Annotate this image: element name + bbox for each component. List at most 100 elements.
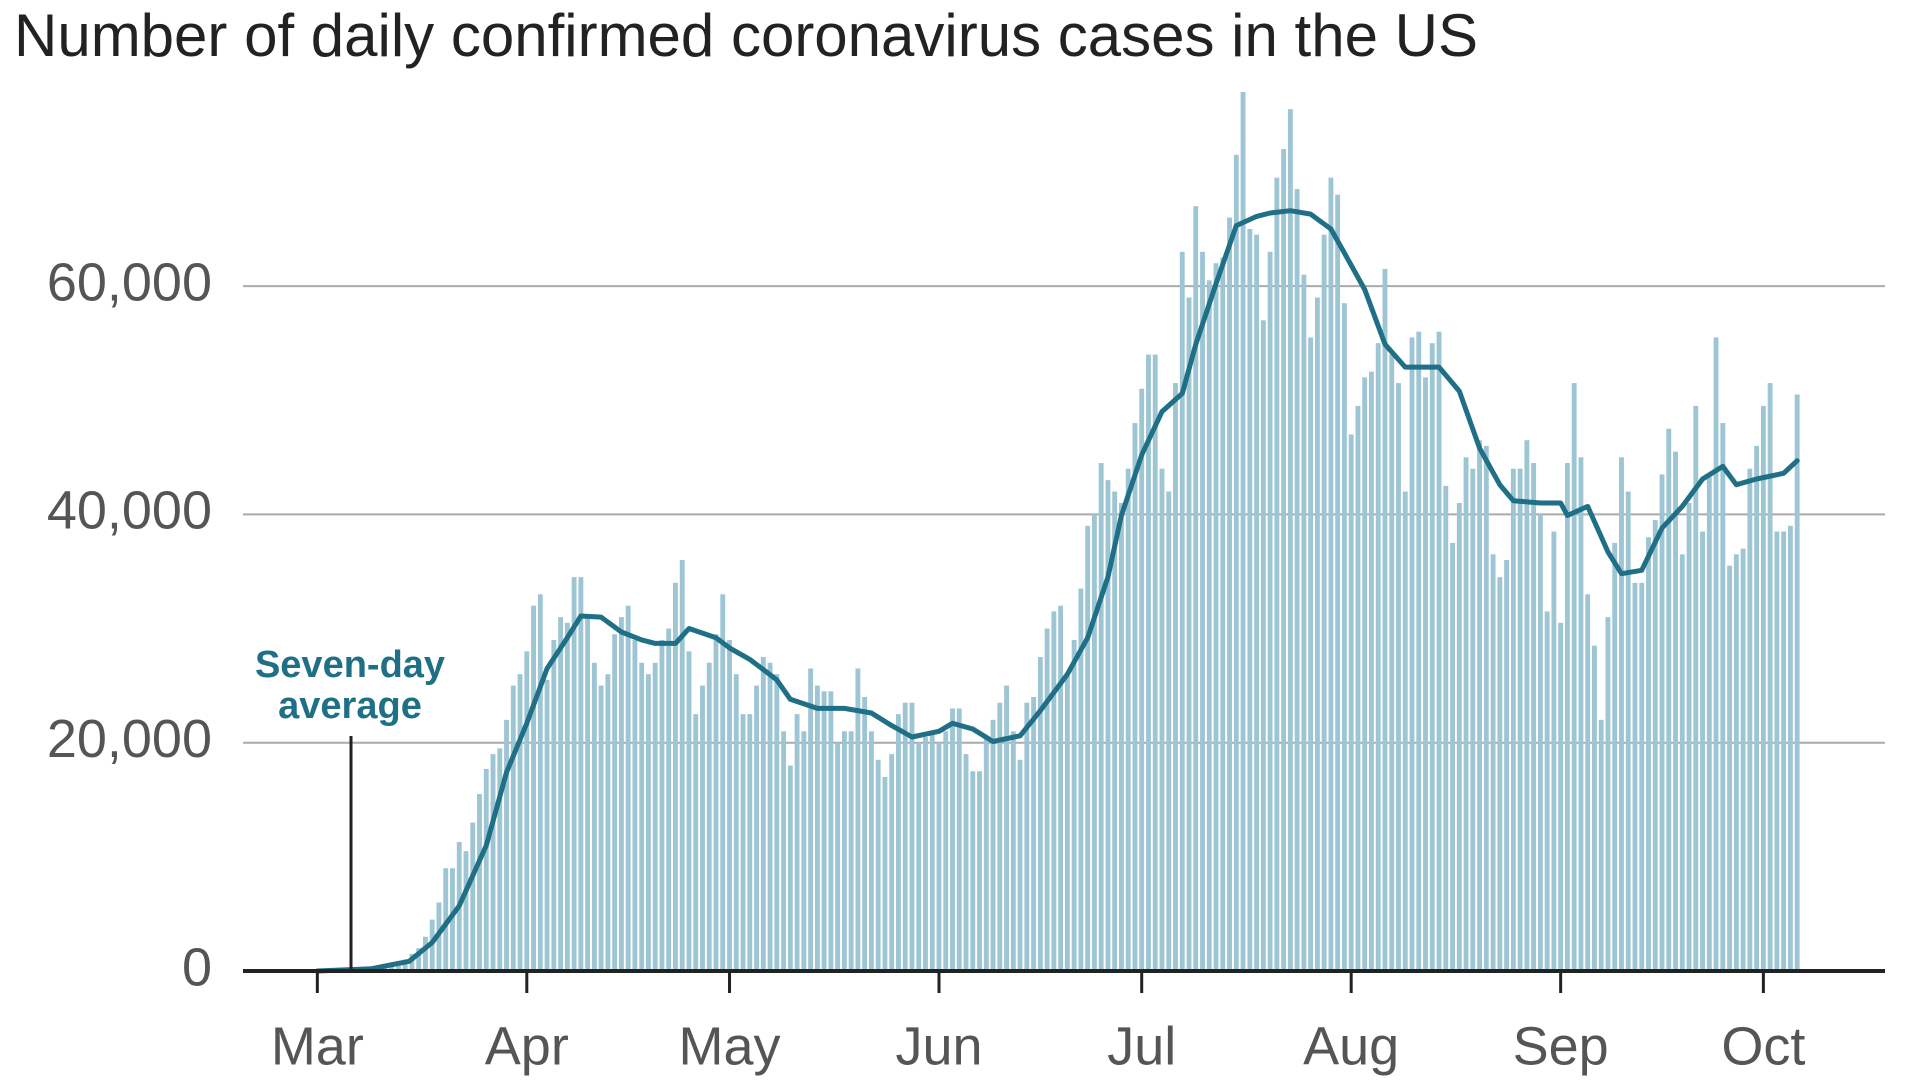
- bar: [625, 605, 631, 971]
- bar: [1396, 383, 1401, 971]
- bar: [517, 674, 523, 971]
- bar: [1639, 582, 1645, 971]
- bar: [1571, 383, 1577, 971]
- bar: [1382, 268, 1388, 972]
- bar: [868, 731, 874, 971]
- bar: [977, 771, 982, 971]
- bar: [841, 731, 847, 971]
- bar: [889, 754, 895, 971]
- bar: [1159, 468, 1165, 971]
- bar: [821, 691, 827, 971]
- bar: [1017, 759, 1023, 971]
- x-tick-label: Aug: [1303, 1016, 1399, 1076]
- bar: [1686, 502, 1692, 971]
- bar: [936, 742, 942, 971]
- bar: [639, 662, 645, 971]
- bar: [571, 577, 577, 971]
- bar: [1456, 502, 1462, 971]
- bar: [632, 639, 638, 971]
- bar: [1348, 434, 1354, 971]
- bar: [1125, 468, 1131, 971]
- bar: [1152, 354, 1158, 971]
- bar: [1132, 423, 1138, 971]
- bar: [1787, 525, 1793, 971]
- bar: [1314, 297, 1320, 971]
- bar: [1139, 388, 1145, 972]
- bar: [983, 736, 989, 971]
- bar: [1362, 377, 1368, 971]
- bar: [929, 731, 935, 971]
- bar: [1463, 457, 1469, 971]
- bar: [956, 708, 962, 971]
- bar: [1112, 491, 1118, 971]
- bar: [510, 685, 516, 971]
- x-tick-label: Jun: [895, 1016, 982, 1076]
- bar: [1443, 485, 1449, 971]
- bar: [1146, 354, 1151, 971]
- bar: [1071, 639, 1077, 971]
- bar: [409, 953, 415, 971]
- bar: [679, 560, 685, 971]
- bar: [612, 634, 618, 971]
- bar: [1517, 468, 1523, 971]
- bar: [963, 754, 969, 971]
- bar: [477, 794, 482, 971]
- bar: [1598, 719, 1604, 971]
- bar: [1010, 731, 1016, 971]
- annotation: average: [278, 685, 422, 727]
- bar: [787, 765, 793, 971]
- bar: [382, 966, 388, 971]
- bar: [740, 714, 746, 971]
- bar: [1551, 531, 1557, 971]
- bar: [395, 963, 401, 971]
- bar: [524, 651, 530, 971]
- bar: [1328, 177, 1334, 971]
- bar: [1781, 531, 1787, 971]
- bar: [909, 702, 915, 971]
- bar: [1605, 617, 1611, 971]
- bar: [862, 697, 868, 971]
- bar: [747, 714, 753, 971]
- bar: [1510, 468, 1516, 971]
- bar: [1058, 605, 1064, 971]
- bar: [828, 691, 834, 971]
- bar: [997, 702, 1003, 971]
- bar: [1004, 685, 1009, 971]
- average-line: [314, 208, 1800, 974]
- bar: [1450, 542, 1455, 971]
- bar: [1477, 440, 1483, 972]
- bar: [896, 714, 901, 971]
- bar: [1585, 594, 1591, 971]
- bar: [504, 719, 509, 971]
- bar: [1173, 383, 1178, 971]
- bar: [544, 679, 550, 971]
- bar: [1409, 337, 1415, 971]
- bar: [848, 731, 854, 971]
- bar: [1220, 257, 1226, 971]
- bar: [1321, 234, 1327, 971]
- bar: [1666, 428, 1672, 971]
- bar: [1470, 468, 1476, 971]
- bar: [1375, 343, 1381, 972]
- y-tick-label: 0: [182, 937, 212, 997]
- bar: [1260, 320, 1266, 972]
- bar: [585, 617, 591, 971]
- bar: [564, 622, 570, 971]
- bar: [1544, 611, 1550, 971]
- bar: [1558, 622, 1564, 971]
- bar: [923, 736, 928, 971]
- bar: [1564, 463, 1570, 971]
- bar: [950, 708, 955, 971]
- bar: [767, 662, 773, 971]
- x-tick-label: May: [679, 1016, 781, 1076]
- bar: [1483, 445, 1489, 971]
- x-tick-label: Apr: [485, 1016, 569, 1076]
- bar: [1308, 337, 1314, 971]
- bar: [875, 759, 881, 971]
- bar: [882, 776, 888, 971]
- bar: [1490, 554, 1496, 971]
- bar: [814, 685, 820, 971]
- bar: [1767, 383, 1773, 971]
- bar: [1537, 514, 1543, 971]
